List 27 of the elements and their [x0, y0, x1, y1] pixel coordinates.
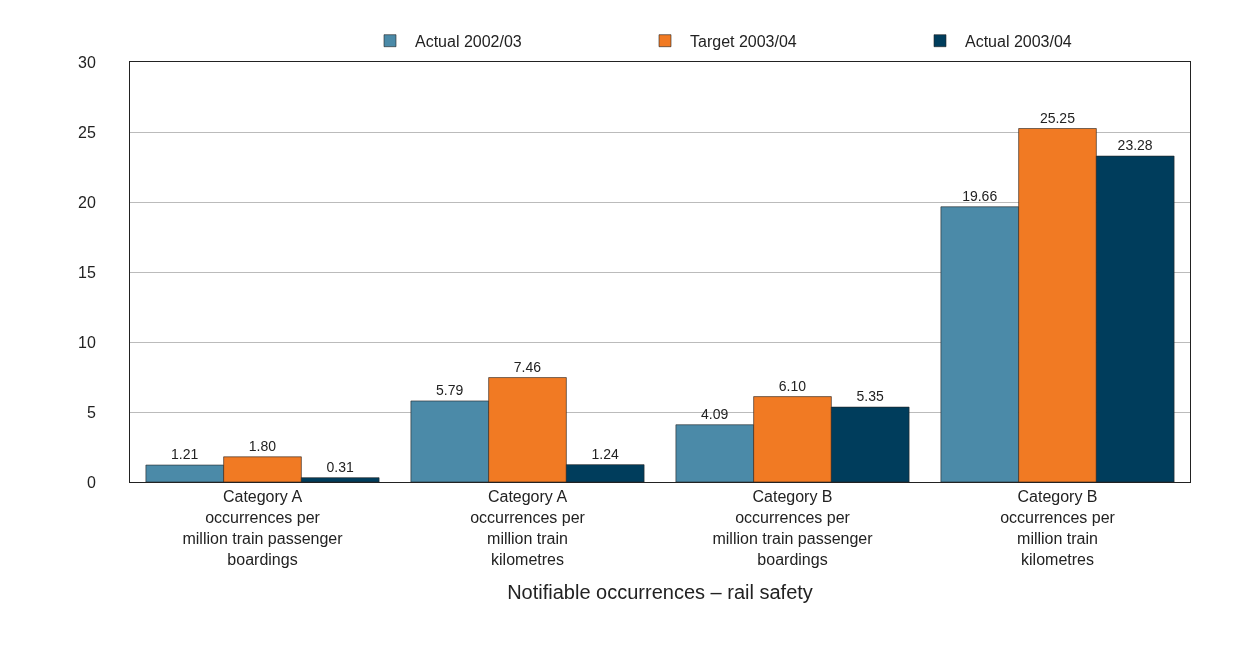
legend-label: Actual 2003/04 [965, 32, 1072, 50]
x-tick-label: Category B occurrences per million train passenger boardings [712, 488, 874, 568]
y-tick-label: 15 [78, 263, 96, 281]
text: 1.80 [248, 437, 277, 454]
y-tick-label: 10 [78, 333, 96, 351]
text: 1.24 [591, 445, 619, 462]
legend-label: Target 2003/04 [690, 32, 797, 50]
legend-label: Actual 2002/03 [415, 32, 522, 50]
x-tick-label: Category B occurrences per million train kilometres [1000, 488, 1116, 568]
y-tick-label: 5 [86, 403, 96, 421]
text: 6.10 [778, 377, 807, 394]
text: 0.31 [326, 458, 354, 475]
text: 25.25 [1039, 109, 1075, 126]
y-tick-label: 30 [78, 53, 96, 71]
y-tick-label: 25 [78, 123, 96, 141]
text: 5.35 [856, 388, 884, 405]
text: 4.09 [701, 405, 729, 422]
y-tick-label: 0 [86, 473, 96, 491]
text: 23.28 [1117, 137, 1153, 154]
x-tick-label: Category A occurrences per million train passenger boardings [182, 488, 344, 568]
text: 7.46 [513, 358, 542, 375]
text: 1.21 [171, 446, 199, 463]
text: 5.79 [436, 381, 464, 398]
x-axis-title: Notifiable occurrences – rail safety [507, 581, 813, 604]
text: 19.66 [962, 187, 998, 204]
y-tick-label: 20 [78, 193, 96, 211]
x-tick-label: Category A occurrences per million train kilometres [470, 488, 586, 568]
